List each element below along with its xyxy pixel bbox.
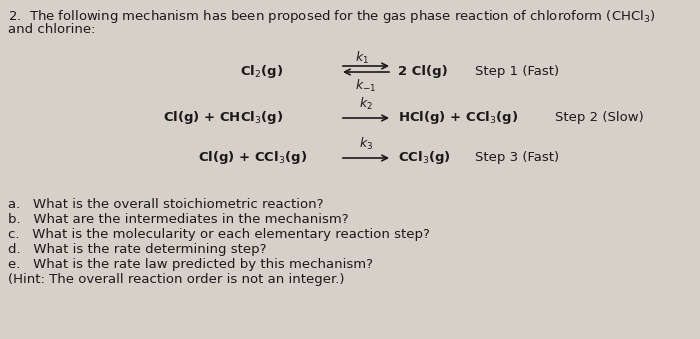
Text: d.   What is the rate determining step?: d. What is the rate determining step?: [8, 243, 267, 256]
Text: 2 Cl(g): 2 Cl(g): [398, 65, 448, 79]
Text: e.   What is the rate law predicted by this mechanism?: e. What is the rate law predicted by thi…: [8, 258, 373, 271]
Text: 2.  The following mechanism has been proposed for the gas phase reaction of chlo: 2. The following mechanism has been prop…: [8, 8, 656, 25]
Text: (Hint: The overall reaction order is not an integer.): (Hint: The overall reaction order is not…: [8, 273, 344, 286]
Text: Cl(g) + CCl$_3$(g): Cl(g) + CCl$_3$(g): [198, 149, 307, 166]
Text: $k_3$: $k_3$: [359, 136, 373, 152]
Text: Cl$_2$(g): Cl$_2$(g): [240, 63, 284, 80]
Text: CCl$_3$(g): CCl$_3$(g): [398, 149, 451, 166]
Text: Cl(g) + CHCl$_3$(g): Cl(g) + CHCl$_3$(g): [163, 109, 284, 126]
Text: Step 2 (Slow): Step 2 (Slow): [555, 112, 644, 124]
Text: HCl(g) + CCl$_3$(g): HCl(g) + CCl$_3$(g): [398, 109, 518, 126]
Text: and chlorine:: and chlorine:: [8, 23, 95, 36]
Text: a.   What is the overall stoichiometric reaction?: a. What is the overall stoichiometric re…: [8, 198, 323, 211]
Text: $k_2$: $k_2$: [359, 96, 373, 112]
Text: b.   What are the intermediates in the mechanism?: b. What are the intermediates in the mec…: [8, 213, 349, 226]
Text: $k_{-1}$: $k_{-1}$: [356, 78, 377, 94]
Text: Step 3 (Fast): Step 3 (Fast): [475, 152, 559, 164]
Text: $k_1$: $k_1$: [355, 50, 369, 66]
Text: Step 1 (Fast): Step 1 (Fast): [475, 65, 559, 79]
Text: c.   What is the molecularity or each elementary reaction step?: c. What is the molecularity or each elem…: [8, 228, 430, 241]
